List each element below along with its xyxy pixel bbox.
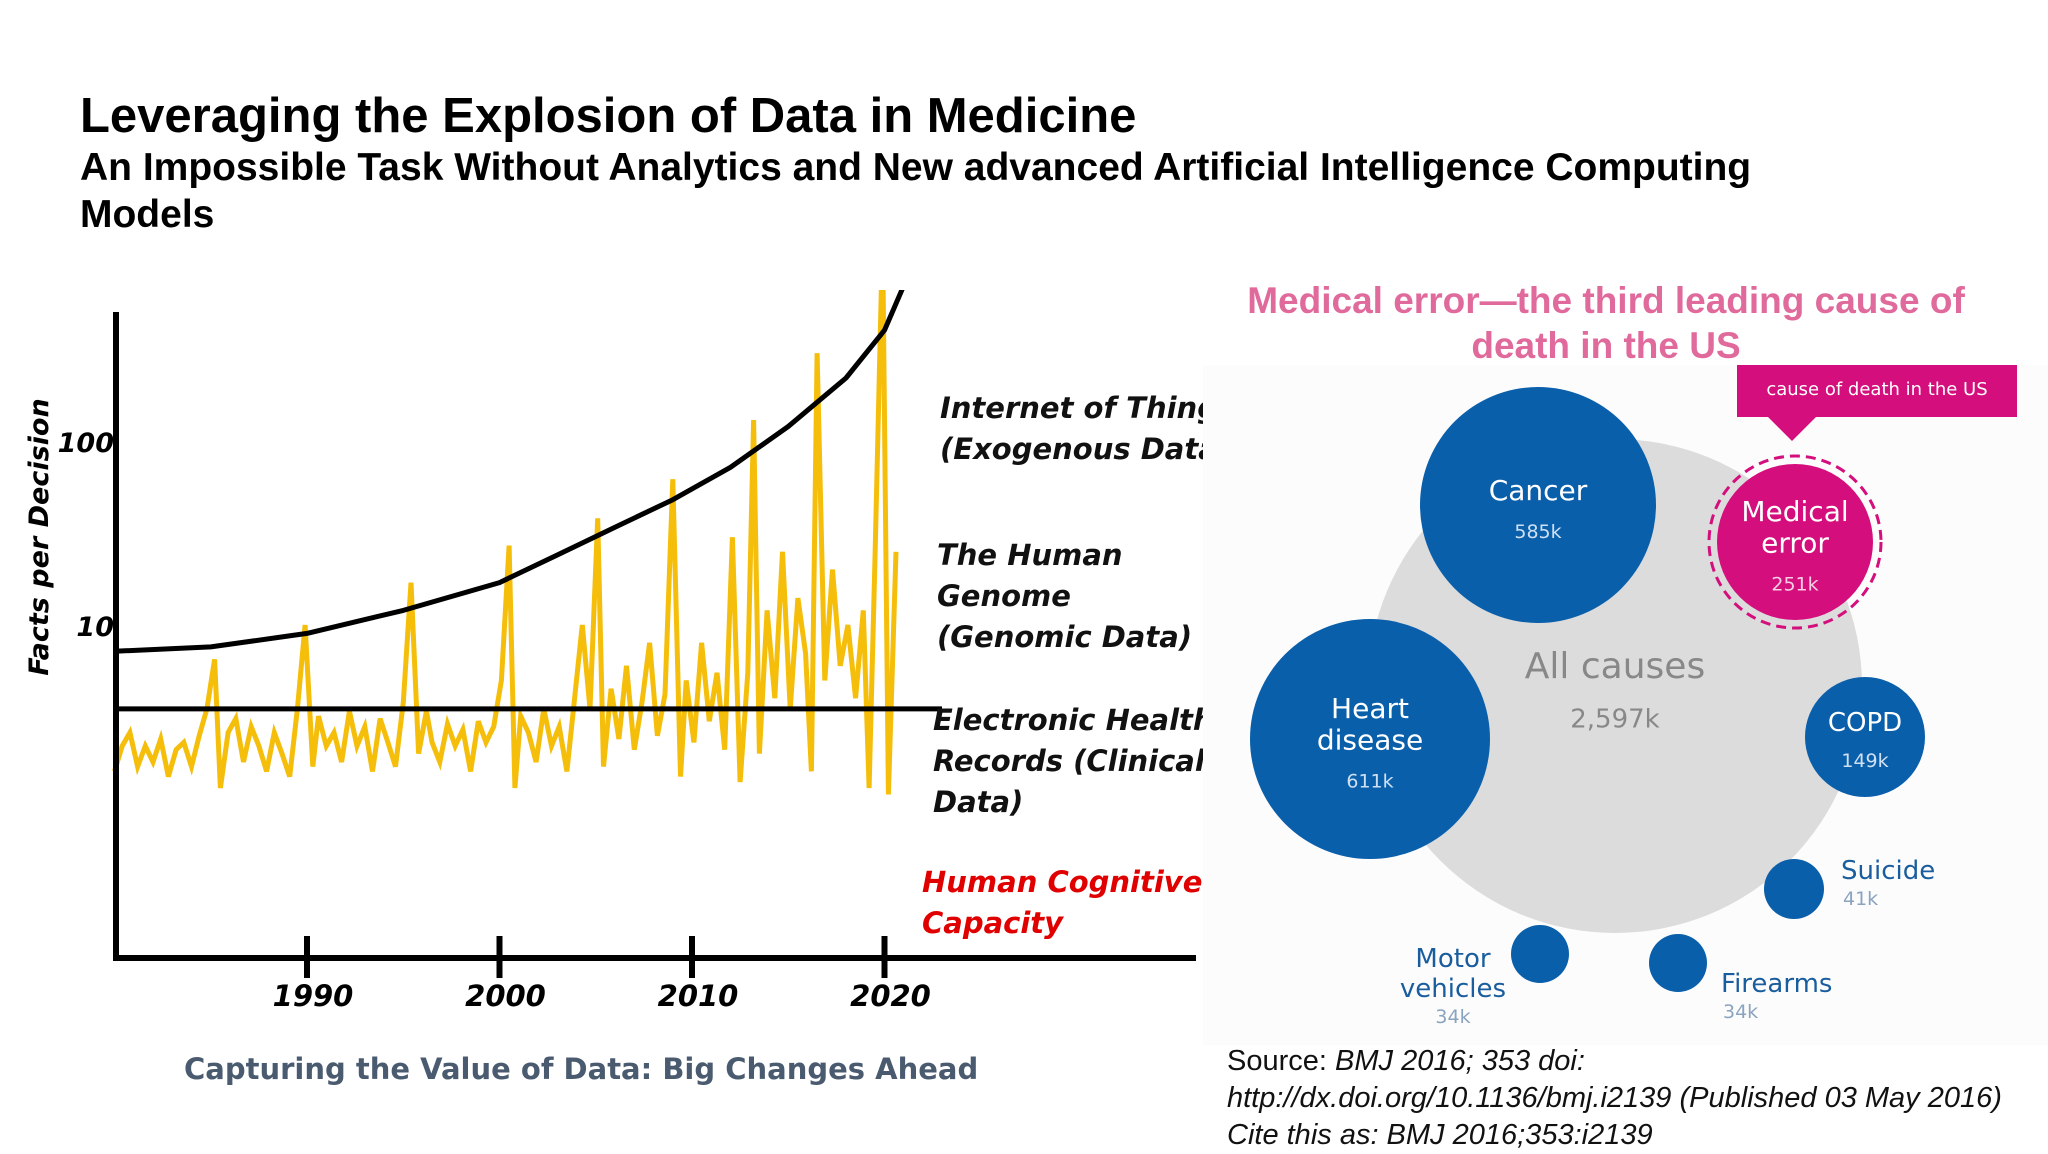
bubble-label: Suicide bbox=[1841, 856, 1935, 886]
x-tick-label: 1990 bbox=[273, 979, 354, 1013]
bubble-copd: COPD 149k bbox=[1805, 677, 1925, 797]
bubble-value: 149k bbox=[1841, 750, 1888, 772]
callout-banner: cause of death in the US bbox=[1737, 365, 2017, 441]
chart-caption: Capturing the Value of Data: Big Changes… bbox=[184, 1052, 979, 1086]
callout-text: cause of death in the US bbox=[1766, 379, 1987, 400]
source-citation: Source: BMJ 2016; 353 doi: http://dx.doi… bbox=[1227, 1043, 2007, 1154]
source-lead: Source: bbox=[1227, 1045, 1327, 1077]
data-growth-chart: 1990200020102020101001000Facts per Decis… bbox=[24, 290, 1196, 1013]
slide-title: Leveraging the Explosion of Data in Medi… bbox=[80, 89, 1137, 143]
bubble-value: 611k bbox=[1346, 771, 1393, 793]
bubble-chart-panel: cause of death in the US All causes 2,597k… bbox=[1203, 365, 2048, 1045]
y-tick-label: 10 bbox=[76, 612, 114, 643]
bubble-value: 251k bbox=[1771, 574, 1818, 596]
y-tick-label: 100 bbox=[58, 428, 114, 459]
annotation-cognitive-capacity: Human Cognitive Capacity bbox=[922, 865, 1203, 940]
bubble-label: Heart bbox=[1331, 692, 1409, 725]
source-text: BMJ 2016; 353 doi: http://dx.doi.org/10.… bbox=[1227, 1045, 2002, 1151]
bubble-chart-title: Medical error—the third leading cause of… bbox=[1247, 280, 1965, 366]
annotation-iot: Internet of Things (Exogenous Data) bbox=[940, 391, 1236, 466]
bubble-label: COPD bbox=[1828, 708, 1902, 738]
growth-curve bbox=[114, 290, 905, 654]
bubble-cancer: Cancer 585k bbox=[1420, 387, 1656, 623]
bubble-value: 2,597k bbox=[1570, 705, 1660, 735]
x-tick-label: 2020 bbox=[850, 979, 931, 1013]
bubble-label: disease bbox=[1317, 724, 1423, 757]
annotation-ehr: Electronic Health Records (Clinical Data… bbox=[933, 703, 1214, 819]
bubble-label: Firearms bbox=[1721, 969, 1832, 999]
bubble-label: error bbox=[1761, 527, 1829, 560]
bubble-label: Motor bbox=[1415, 944, 1490, 974]
x-tick-label: 2010 bbox=[658, 979, 739, 1013]
bubble-label: Medical bbox=[1741, 495, 1848, 528]
bubble-label: Cancer bbox=[1489, 474, 1588, 507]
annotation-genome: The Human Genome (Genomic Data) bbox=[937, 538, 1193, 654]
bubble-label: All causes bbox=[1525, 646, 1705, 687]
bubble-value: 34k bbox=[1435, 1006, 1470, 1028]
bubble-value: 41k bbox=[1843, 888, 1878, 910]
x-tick-label: 2000 bbox=[465, 979, 546, 1013]
bubble-chart: cause of death in the US All causes 2,597k… bbox=[1250, 365, 2017, 1028]
data-volume-line bbox=[112, 290, 899, 795]
slide-subtitle: An Impossible Task Without Analytics and… bbox=[80, 146, 1752, 236]
y-axis-label: Facts per Decision bbox=[24, 398, 55, 675]
bubble-label: vehicles bbox=[1400, 974, 1506, 1004]
bubble-value: 34k bbox=[1723, 1001, 1758, 1023]
bubble-value: 585k bbox=[1514, 521, 1561, 543]
